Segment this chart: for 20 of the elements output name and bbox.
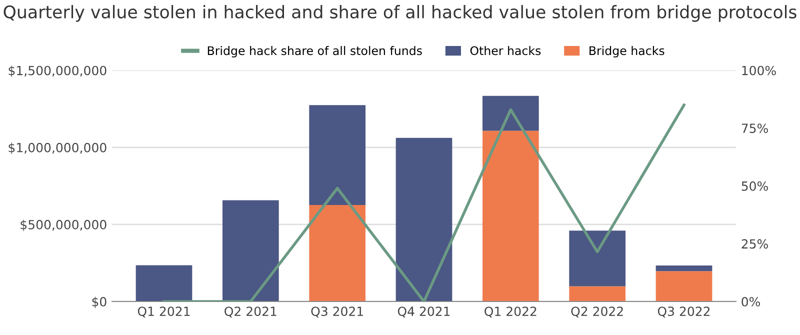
x-tick-label: Q2 2021 [224, 306, 276, 318]
y2-tick-label: 25% [742, 239, 768, 249]
y-tick-label: $500,000,000 [20, 220, 106, 232]
y-tick-label: $1,000,000,000 [8, 142, 106, 154]
legend-label: Bridge hacks [590, 46, 664, 58]
y-tick-label: $0 [92, 296, 106, 308]
y2-tick-label: 100% [742, 66, 776, 76]
x-tick-label: Q2 2022 [571, 306, 623, 318]
x-tick-label: Q3 2022 [658, 306, 710, 318]
x-tick-label: Q3 2021 [311, 306, 363, 318]
x-tick-label: Q1 2021 [138, 306, 190, 318]
x-tick-label: Q1 2022 [484, 306, 536, 318]
y-tick-label: $1,500,000,000 [8, 66, 106, 77]
chart-title: Quarterly value stolen in hacked and share of all hacked value stolen from bridge protocols [4, 5, 796, 22]
y2-tick-label: 50% [742, 181, 768, 191]
x-tick-label: Q4 2021 [398, 306, 450, 318]
y2-tick-label: 75% [742, 124, 768, 134]
y2-tick-label: 0% [742, 296, 760, 306]
legend-label: Other hacks [470, 46, 541, 56]
legend-label: Bridge hack share of all stolen funds [208, 46, 422, 58]
